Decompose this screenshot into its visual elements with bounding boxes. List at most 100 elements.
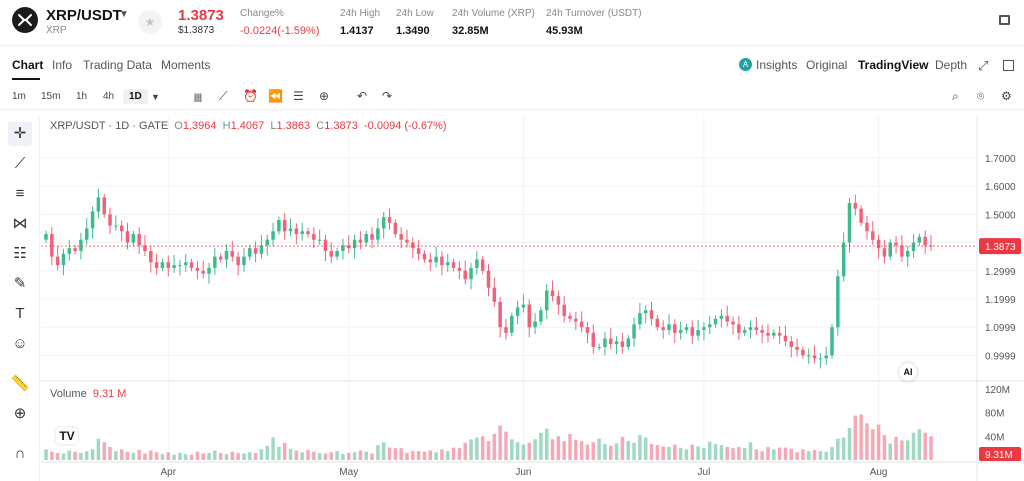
candle (73, 248, 77, 251)
candle (230, 251, 235, 257)
emoji-icon[interactable]: ☺ (12, 335, 28, 352)
candle (248, 248, 252, 257)
volume-bar (317, 452, 322, 460)
candle (143, 245, 147, 251)
volume-bar (882, 435, 887, 460)
candle (411, 242, 415, 249)
volume-bar (242, 453, 246, 460)
candle (434, 256, 438, 263)
candle (696, 330, 700, 336)
volume-bar (90, 449, 95, 460)
view-original[interactable]: Original (806, 58, 848, 72)
indicators-icon[interactable]: ⟋ (219, 89, 228, 103)
candle (265, 239, 269, 246)
volume-bar (282, 442, 287, 460)
undo-icon[interactable]: ↶ (357, 89, 368, 103)
camera-icon[interactable]: ⌾ (977, 89, 985, 103)
fib-icon[interactable]: ☷ (13, 245, 27, 262)
crosshair-icon[interactable]: ✛ (8, 122, 32, 146)
candle (521, 304, 526, 308)
favorite-star-icon[interactable]: ★ (138, 10, 162, 34)
candle (288, 228, 293, 232)
settings-icon[interactable]: ⚙ (1001, 89, 1012, 103)
volume-bar (323, 453, 328, 460)
timeframe-1m[interactable]: 1m (12, 91, 26, 102)
tradingview-logo-icon[interactable]: TV (56, 428, 78, 444)
volume-bar (795, 452, 799, 460)
redo-icon[interactable]: ↷ (382, 89, 393, 103)
candle (422, 253, 427, 260)
candle (527, 304, 532, 328)
candle (865, 222, 869, 232)
ruler-icon[interactable]: 📏 (10, 375, 30, 392)
fullscreen-icon[interactable] (1003, 60, 1014, 71)
candle (96, 197, 101, 212)
candle (754, 327, 759, 331)
tab-trading-data[interactable]: Trading Data (83, 58, 152, 72)
candle (690, 327, 695, 336)
timeframe-15m[interactable]: 15m (41, 91, 61, 102)
volume-bar (475, 437, 479, 460)
book-icon[interactable] (999, 15, 1010, 25)
candle (876, 239, 881, 249)
view-depth[interactable]: Depth (935, 58, 968, 72)
timeframe-4h[interactable]: 4h (103, 91, 115, 102)
candle (719, 315, 724, 319)
candle (742, 330, 747, 333)
pair-dropdown-icon[interactable]: ▼ (119, 9, 129, 20)
timeframe-1h[interactable]: 1h (76, 91, 88, 102)
horizontal-lines-icon[interactable]: ≡ (15, 185, 25, 202)
candle (871, 231, 875, 240)
brush-icon[interactable]: ✎ (13, 275, 27, 292)
candle (492, 287, 497, 302)
candle (195, 267, 200, 271)
volume-bar (492, 433, 497, 460)
candle (358, 239, 363, 243)
candle (905, 251, 910, 257)
text-icon[interactable]: T (15, 305, 25, 322)
pair-title[interactable]: XRP/USDT (46, 7, 122, 24)
alert-icon[interactable]: ⏰ (243, 89, 258, 103)
candle (67, 248, 72, 254)
timeframe-1d[interactable]: 1D (123, 89, 148, 104)
volume-bar (218, 452, 223, 460)
ai-float-button[interactable]: AI (899, 363, 917, 381)
magnet-icon[interactable]: ∩ (14, 445, 26, 462)
candle (638, 313, 642, 325)
tab-info[interactable]: Info (52, 58, 73, 72)
tab-moments[interactable]: Moments (161, 58, 211, 72)
view-tradingview[interactable]: TradingView (858, 58, 929, 72)
price-chart[interactable]: 0.99991.09991.19991.29991.40001.50001.60… (41, 116, 1024, 481)
candle (108, 214, 112, 226)
candle (445, 262, 450, 266)
add-icon[interactable]: ⊕ (319, 89, 330, 103)
zoom-in-icon[interactable]: ⊕ (13, 405, 27, 422)
timeframe-dropdown-icon[interactable]: ▼ (151, 92, 160, 102)
view-insights[interactable]: Insights (756, 58, 798, 72)
candles-type-icon[interactable]: 𝍬 (194, 91, 202, 105)
candle (911, 242, 916, 251)
chart-toolbar: 1m 15m 1h 4h 1D ▼ 𝍬 ⟋ ⏰ ⏪ ☰ ⊕ ↶ ↷ ⌕ ⌾ ⚙ (0, 86, 1024, 110)
replay-icon[interactable]: ⏪ (268, 89, 283, 103)
candle (841, 242, 846, 277)
volume-bar (393, 448, 398, 460)
stat-low: 24h Low 1.3490 (396, 8, 434, 37)
volume-bar (678, 448, 683, 460)
volume-label: Volume (50, 388, 87, 400)
volume-bar (905, 440, 910, 460)
candle (824, 355, 828, 359)
expand-icon[interactable]: ⤢ (978, 58, 989, 73)
tab-chart[interactable]: Chart (12, 58, 44, 72)
search-icon[interactable]: ⌕ (952, 89, 959, 103)
volume-bar (469, 439, 473, 460)
templates-icon[interactable]: ☰ (293, 89, 304, 103)
trend-line-icon[interactable]: ⟋ (14, 155, 26, 172)
volume-bar (335, 451, 339, 460)
pattern-icon[interactable]: ⋈ (12, 215, 28, 232)
volume-bar (352, 452, 357, 460)
volume-bar (381, 442, 386, 460)
legend-low: 1.3863 (276, 120, 311, 132)
stat-label: 24h Low (396, 8, 434, 19)
volume-bar (44, 449, 48, 460)
volume-bar (888, 443, 892, 460)
